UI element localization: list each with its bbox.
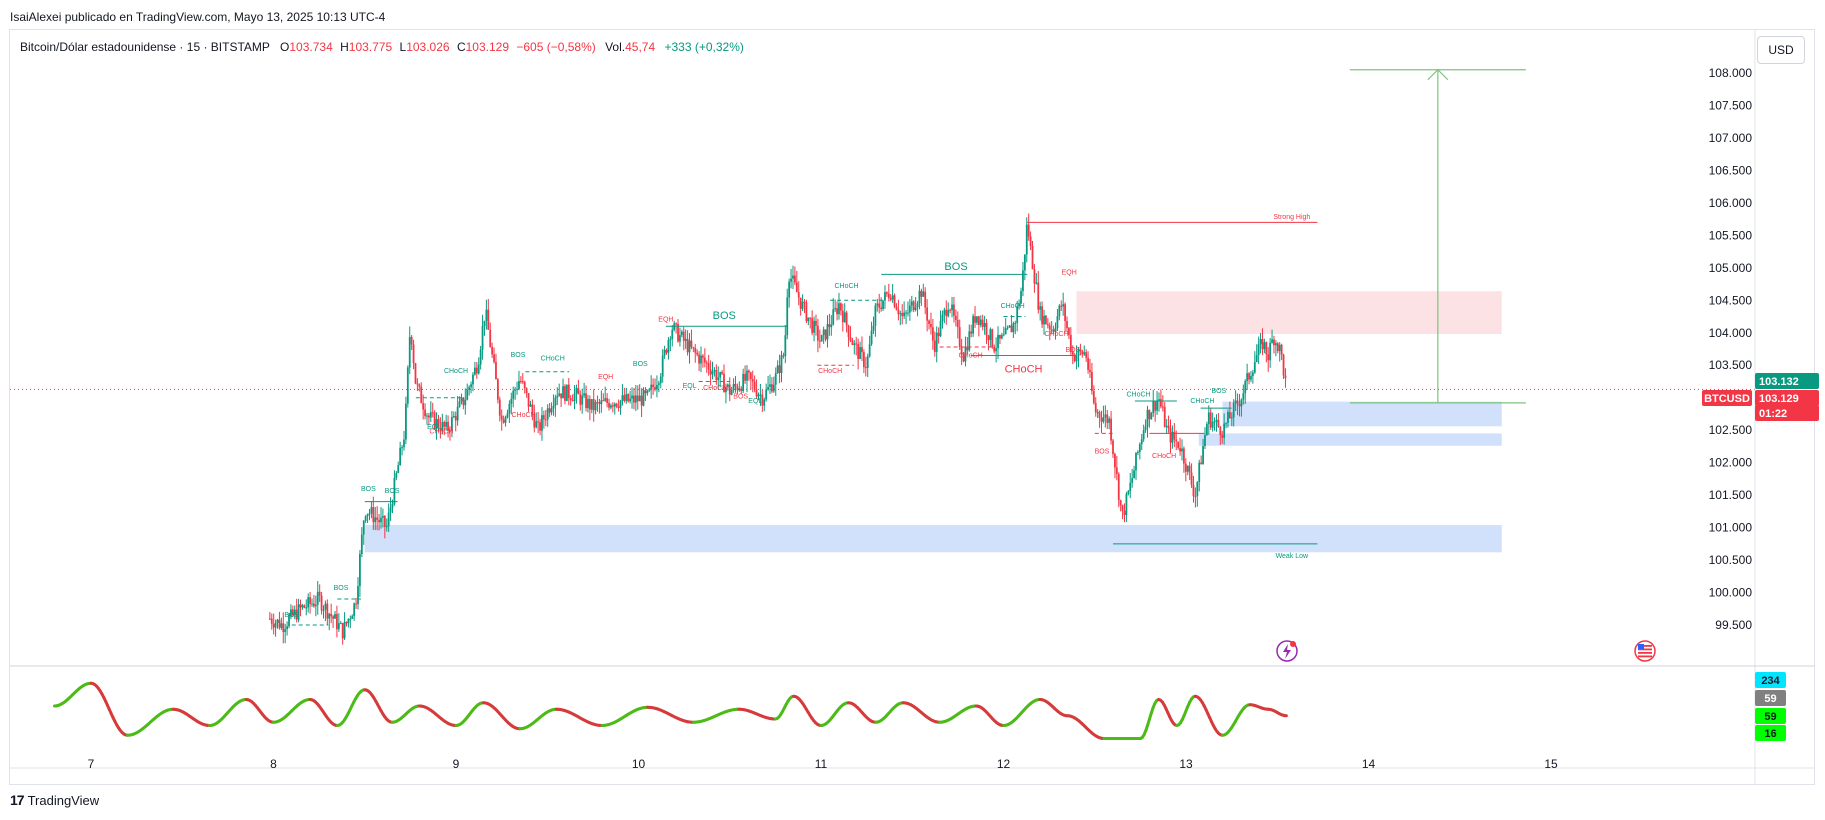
change-value: −605 (−0,58%) — [516, 40, 596, 54]
low-value: 103.026 — [406, 40, 450, 54]
low-key: L — [399, 40, 407, 54]
volume-key: Vol. — [605, 40, 626, 54]
close-value: 103.129 — [465, 40, 509, 54]
high-key: H — [340, 40, 349, 54]
footer-brand-name: TradingView — [27, 792, 100, 808]
currency-button[interactable]: USD — [1757, 36, 1805, 64]
symbol-legend: Bitcoin/Dólar estadounidense · 15 · BITS… — [20, 40, 744, 54]
published-caption: IsaiAlexei publicado en TradingView.com,… — [10, 10, 386, 24]
high-value: 103.775 — [348, 40, 393, 54]
open-value: 103.734 — [289, 40, 333, 54]
chart-frame — [9, 29, 1815, 785]
symbol-title[interactable]: Bitcoin/Dólar estadounidense · 15 · BITS… — [20, 40, 270, 54]
close-key: C — [456, 40, 466, 54]
footer-brand[interactable]: 17 TradingView — [10, 792, 99, 808]
volume-change: +333 (+0,32%) — [664, 40, 744, 54]
tradingview-logo: 17 — [10, 792, 25, 808]
volume-value: 45,74 — [625, 40, 656, 54]
open-key: O — [280, 40, 290, 54]
